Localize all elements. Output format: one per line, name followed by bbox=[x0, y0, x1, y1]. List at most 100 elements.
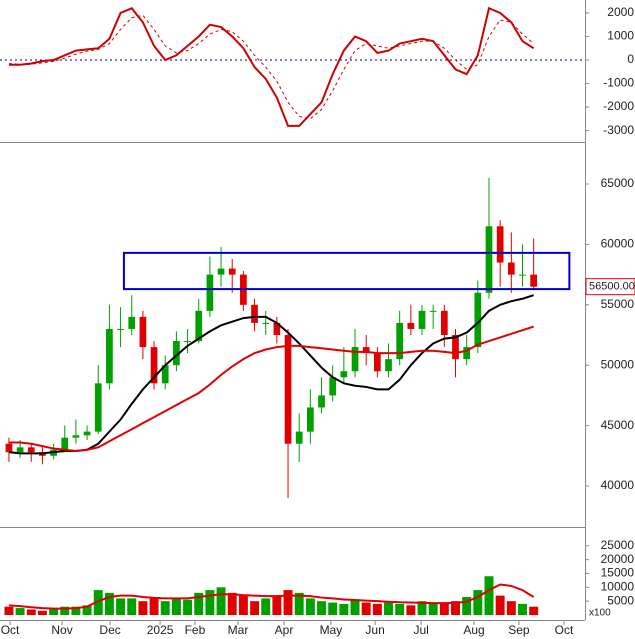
line-series bbox=[8, 294, 534, 455]
volume-bar bbox=[60, 606, 70, 615]
volume-bar bbox=[15, 608, 25, 615]
line-series bbox=[8, 583, 535, 610]
candle-body bbox=[195, 310, 203, 342]
y-tick-label: -1000 bbox=[603, 76, 634, 90]
candle-body bbox=[362, 347, 370, 354]
candle-body bbox=[83, 431, 91, 436]
y-tick-label: 20000 bbox=[601, 552, 635, 566]
volume-bar bbox=[194, 592, 204, 615]
volume-bar bbox=[272, 595, 282, 615]
line-series bbox=[8, 14, 534, 120]
candle-body bbox=[440, 310, 448, 335]
volume-bar bbox=[160, 601, 170, 615]
x-tick-label: Aug bbox=[463, 623, 484, 637]
range-box bbox=[122, 251, 571, 291]
x-tick-label: Jul bbox=[413, 623, 428, 637]
y-tick-label: 40000 bbox=[601, 478, 635, 492]
volume-bar bbox=[171, 598, 181, 615]
x-tick-label: Jun bbox=[365, 623, 384, 637]
volume-bar bbox=[116, 598, 126, 615]
volume-bar bbox=[361, 602, 371, 615]
candle-body bbox=[106, 328, 113, 384]
candle-body bbox=[161, 365, 169, 384]
x-tick-label: Sep bbox=[508, 623, 530, 637]
volume-bar bbox=[205, 590, 215, 615]
candle-body bbox=[351, 347, 359, 372]
y-tick-label: 45000 bbox=[601, 418, 635, 432]
volume-bar bbox=[283, 590, 293, 615]
volume-bar bbox=[473, 590, 483, 615]
candle-body bbox=[16, 447, 24, 453]
volume-bar bbox=[506, 601, 516, 615]
candle-body bbox=[429, 310, 437, 312]
candle-body bbox=[217, 268, 225, 275]
candle-body bbox=[507, 262, 515, 275]
volume-bar bbox=[82, 605, 92, 615]
candle-body bbox=[530, 274, 537, 287]
candle-body bbox=[496, 226, 504, 263]
candle-body bbox=[452, 335, 459, 360]
volume-bar bbox=[372, 603, 382, 615]
volume-bar bbox=[26, 609, 36, 615]
candle-body bbox=[329, 377, 337, 396]
volume-bar bbox=[294, 592, 304, 615]
x-tick-label: 2025 bbox=[147, 623, 174, 637]
y-tick-label: 2000 bbox=[607, 5, 634, 19]
candle-body bbox=[340, 371, 348, 378]
candle-body bbox=[139, 316, 147, 348]
price-tag: 56500.00 bbox=[589, 281, 635, 293]
candle-body bbox=[117, 328, 124, 330]
x-tick-label: Mar bbox=[228, 623, 249, 637]
y-tick-label: 50000 bbox=[601, 357, 635, 371]
line-series bbox=[8, 325, 534, 452]
candle-body bbox=[128, 316, 136, 329]
y-tick-label: 10000 bbox=[601, 579, 635, 593]
volume-bar bbox=[250, 601, 260, 615]
volume-bar bbox=[451, 601, 460, 615]
candle-body bbox=[251, 304, 258, 323]
x-tick-label: Oct bbox=[1, 623, 20, 637]
candle-body bbox=[150, 347, 158, 384]
y-tick-label: -2000 bbox=[603, 99, 634, 113]
candle-body bbox=[273, 322, 281, 335]
volume-bar bbox=[127, 598, 137, 615]
candle-body bbox=[385, 359, 392, 372]
volume-bar bbox=[406, 605, 416, 615]
candle-body bbox=[373, 353, 381, 372]
candle-body bbox=[173, 341, 180, 366]
volume-bar bbox=[495, 595, 505, 615]
volume-bar bbox=[71, 606, 81, 615]
volume-bar bbox=[4, 606, 14, 615]
candle-body bbox=[474, 292, 482, 348]
candle-body bbox=[485, 226, 493, 293]
candle-body bbox=[228, 268, 236, 275]
volume-bar bbox=[439, 603, 449, 615]
volume-bar bbox=[317, 601, 326, 615]
x-tick-label: Dec bbox=[99, 623, 120, 637]
x-tick-label: Oct bbox=[555, 623, 574, 637]
volume-bar bbox=[529, 606, 539, 615]
volume-bar bbox=[227, 592, 237, 615]
volume-bar bbox=[417, 601, 427, 615]
candle-body bbox=[27, 447, 35, 453]
volume-bar bbox=[37, 610, 47, 615]
y-tick-label: 0 bbox=[627, 52, 634, 66]
volume-bar bbox=[149, 598, 159, 615]
volume-bar bbox=[261, 598, 271, 615]
volume-bar bbox=[350, 599, 360, 615]
volume-bar bbox=[305, 598, 315, 615]
x-tick-label: Nov bbox=[51, 623, 72, 637]
x-tick-label: May bbox=[320, 623, 343, 637]
candle-body bbox=[519, 274, 526, 276]
volume-bar bbox=[462, 597, 472, 615]
volume-bar bbox=[328, 602, 338, 615]
y-tick-label: 65000 bbox=[601, 176, 635, 190]
volume-bar bbox=[183, 599, 193, 615]
volume-bar bbox=[428, 603, 438, 615]
line-series bbox=[8, 6, 535, 127]
candle-body bbox=[61, 437, 69, 450]
x-tick-label: Feb bbox=[185, 623, 206, 637]
candle-body bbox=[318, 395, 325, 408]
candle-body bbox=[206, 274, 214, 311]
